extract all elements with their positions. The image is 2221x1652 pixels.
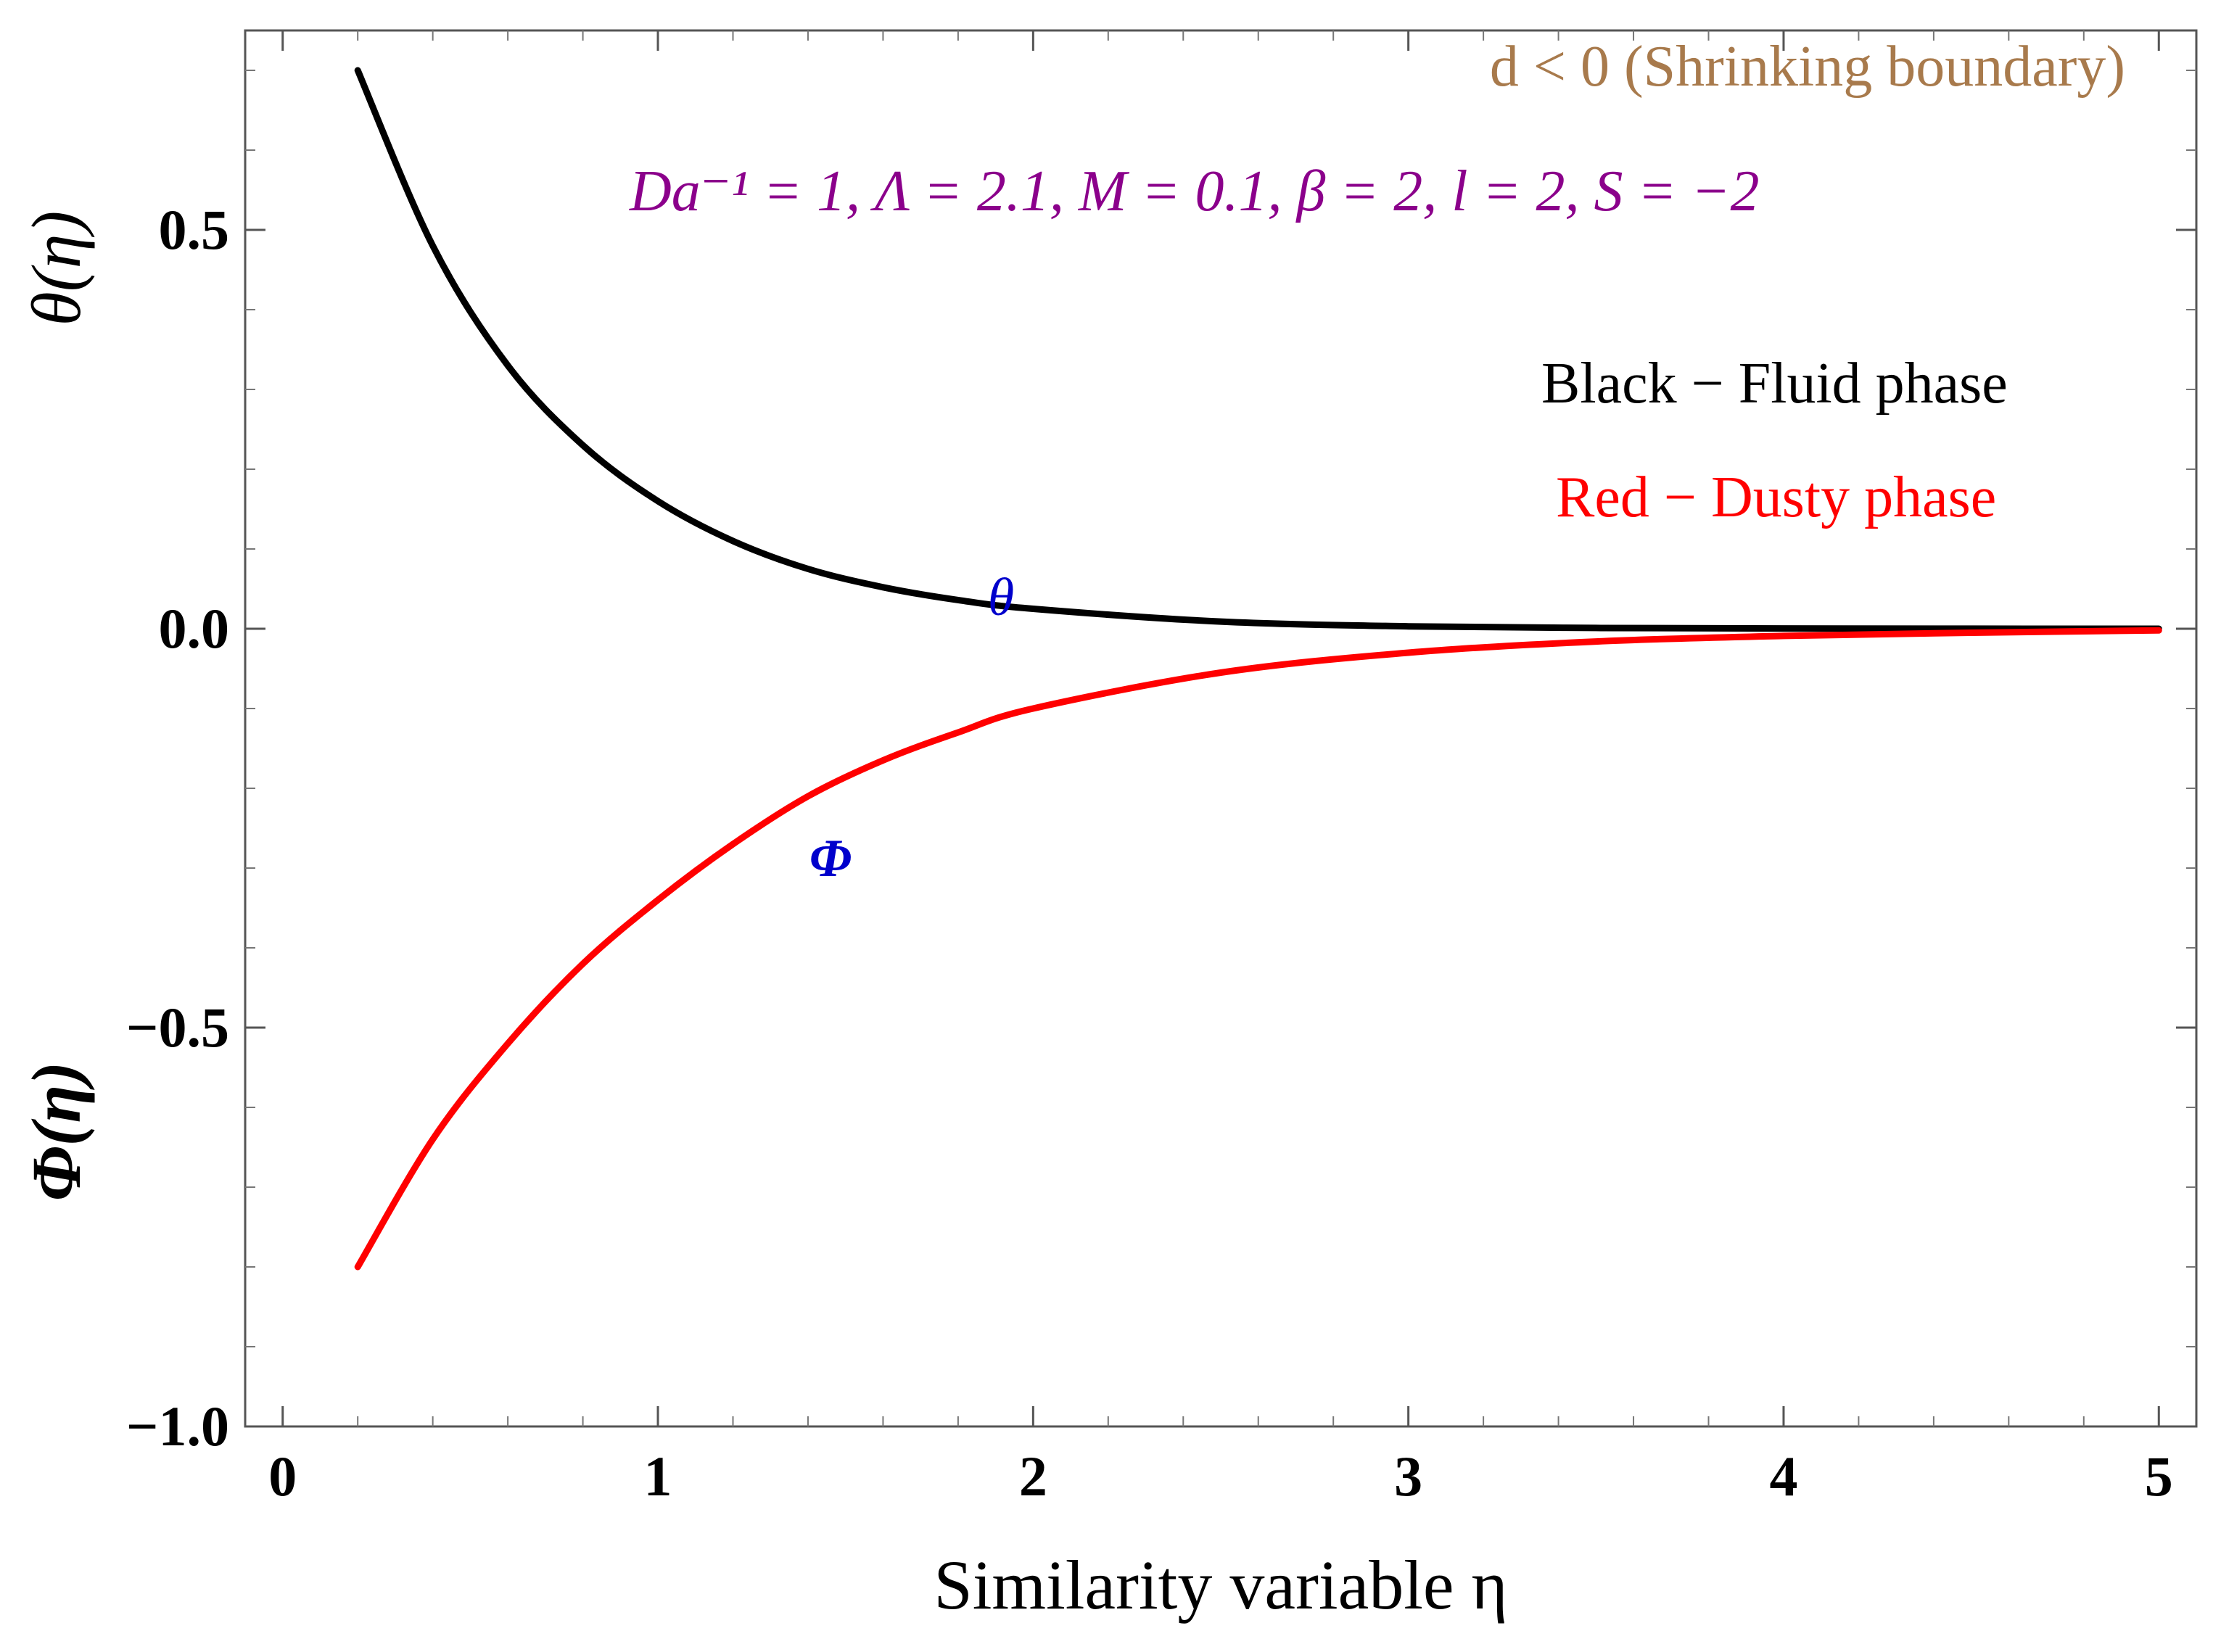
y-axis-title-theta: θ(η)	[17, 211, 95, 326]
x-tick-label-1: 1	[644, 1445, 672, 1508]
curve-label-theta: θ	[988, 568, 1014, 627]
legend-red-text: Red − Dusty phase	[1556, 466, 1996, 529]
ticks-layer: 0 1 2 3 4 5 −1.0 −0.5 0.0 0.5	[126, 30, 2196, 1508]
curve-label-phi: Φ	[809, 829, 852, 888]
x-tick-label-3: 3	[1394, 1445, 1422, 1508]
series-layer	[354, 67, 2162, 1271]
plot-frame	[244, 29, 2198, 1428]
y-tick-label-0: −1.0	[126, 1395, 229, 1458]
y-tick-label-3: 0.5	[159, 198, 230, 261]
y-tick-label-2: 0.0	[159, 597, 230, 660]
y-axis-title-phi: Φ(η)	[17, 1062, 95, 1201]
x-tick-label-5: 5	[2145, 1445, 2173, 1508]
x-tick-label-2: 2	[1019, 1445, 1047, 1508]
series-line-theta	[354, 67, 2162, 632]
condition-annotation: d < 0 (Shrinking boundary)	[1490, 35, 2125, 99]
y-tick-label-1: −0.5	[126, 996, 229, 1059]
x-axis-title: Similarity variable η	[934, 1546, 1507, 1624]
x-tick-label-4: 4	[1769, 1445, 1797, 1508]
x-tick-label-0: 0	[268, 1445, 297, 1508]
parameters-annotation: Da⁻¹ = 1, Λ = 2.1, M = 0.1, β = 2, l = 2…	[629, 160, 1759, 223]
legend-black-text: Black − Fluid phase	[1541, 352, 2008, 416]
series-line-phi	[354, 627, 2162, 1271]
